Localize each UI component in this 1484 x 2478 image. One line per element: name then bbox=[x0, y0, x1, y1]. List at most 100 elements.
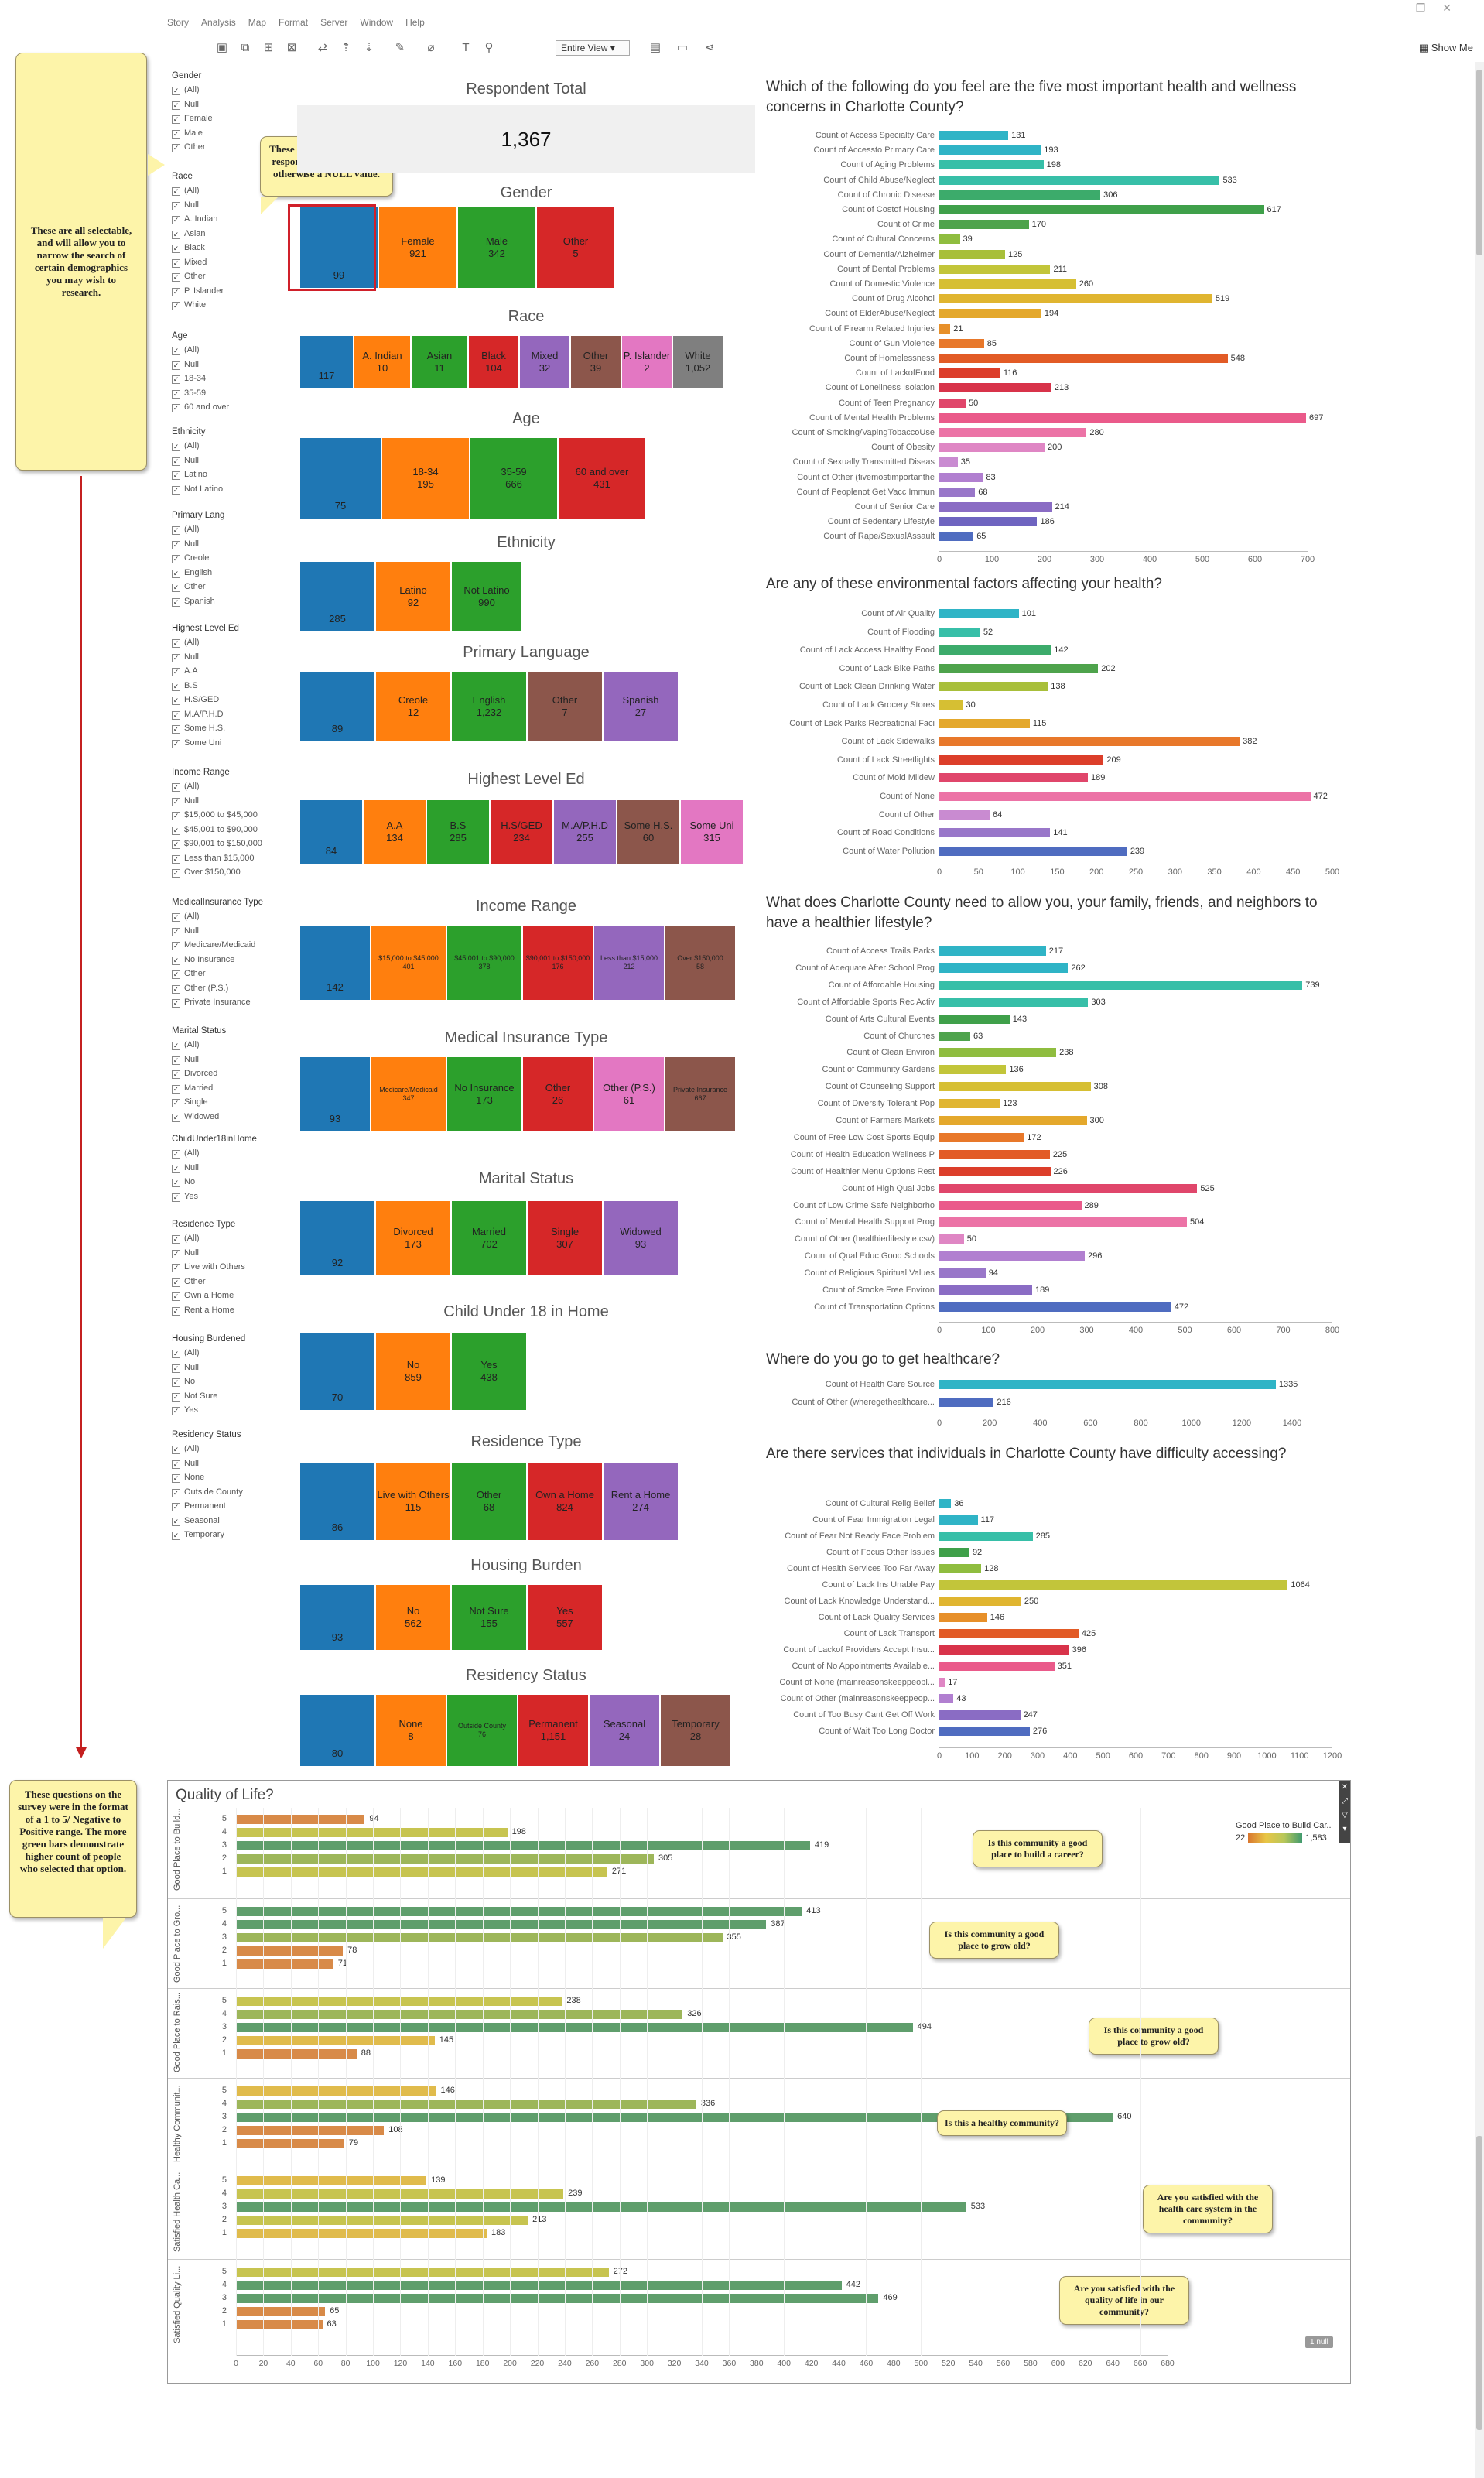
checkbox-checked-icon[interactable]: ✓ bbox=[172, 230, 180, 239]
filter-option[interactable]: ✓ Married bbox=[172, 1081, 226, 1096]
checkbox-checked-icon[interactable]: ✓ bbox=[172, 913, 180, 922]
checkbox-checked-icon[interactable]: ✓ bbox=[172, 404, 180, 412]
bar[interactable] bbox=[939, 294, 1212, 304]
vertical-scrollbar[interactable] bbox=[1475, 62, 1484, 2478]
checkbox-checked-icon[interactable]: ✓ bbox=[172, 1278, 180, 1287]
filter-option[interactable]: ✓ Spanish bbox=[172, 594, 224, 609]
scrollbar-thumb[interactable] bbox=[1476, 70, 1482, 255]
filter-option[interactable]: ✓ None bbox=[172, 1470, 243, 1485]
bar[interactable] bbox=[939, 502, 1052, 512]
filter-option[interactable]: ✓ Null bbox=[172, 650, 239, 665]
bar[interactable] bbox=[939, 190, 1101, 200]
qol-bar[interactable] bbox=[236, 1946, 344, 1956]
bar[interactable] bbox=[939, 1613, 987, 1622]
bar[interactable] bbox=[939, 443, 1045, 453]
qol-bar[interactable] bbox=[236, 1959, 333, 1969]
bar[interactable] bbox=[939, 1662, 1055, 1671]
qol-bar[interactable] bbox=[236, 2036, 435, 2045]
filter-option[interactable]: ✓ Over $150,000 bbox=[172, 865, 262, 880]
bar[interactable] bbox=[939, 1200, 1082, 1210]
checkbox-checked-icon[interactable]: ✓ bbox=[172, 361, 180, 370]
checkbox-checked-icon[interactable]: ✓ bbox=[172, 1446, 180, 1454]
bar[interactable] bbox=[939, 428, 1087, 437]
bar[interactable] bbox=[939, 663, 1099, 673]
filter-option[interactable]: ✓ 60 and over bbox=[172, 400, 229, 415]
bar[interactable] bbox=[939, 1515, 978, 1525]
checkbox-checked-icon[interactable]: ✓ bbox=[172, 87, 180, 95]
qol-bar[interactable] bbox=[236, 2202, 966, 2212]
treemap-tile[interactable]: Married 702 bbox=[452, 1201, 526, 1275]
checkbox-checked-icon[interactable]: ✓ bbox=[172, 1378, 180, 1387]
bar[interactable] bbox=[939, 1678, 945, 1687]
bar[interactable] bbox=[939, 1645, 1069, 1655]
bar[interactable] bbox=[939, 1116, 1087, 1125]
qol-bar[interactable] bbox=[236, 1828, 508, 1837]
checkbox-checked-icon[interactable]: ✓ bbox=[172, 1306, 180, 1316]
treemap-tile[interactable]: A. Indian 10 bbox=[354, 336, 410, 388]
treemap-tile[interactable]: Mixed 32 bbox=[520, 336, 569, 388]
bar[interactable] bbox=[939, 1564, 982, 1573]
treemap-tile[interactable]: Other 5 bbox=[537, 207, 614, 288]
bar[interactable] bbox=[939, 980, 1303, 990]
treemap-tile[interactable]: Some H.S. 60 bbox=[617, 800, 679, 864]
filter-option[interactable]: ✓ Null bbox=[172, 1052, 226, 1067]
treemap-tile[interactable]: Spanish 27 bbox=[604, 672, 678, 741]
treemap-tile[interactable]: Other 26 bbox=[523, 1057, 593, 1131]
treemap-tile[interactable]: 84 bbox=[300, 800, 362, 864]
qol-bar[interactable] bbox=[236, 2307, 326, 2316]
qol-bar[interactable] bbox=[236, 2268, 609, 2277]
bar[interactable] bbox=[939, 279, 1076, 289]
filter-option[interactable]: ✓ Outside County bbox=[172, 1485, 243, 1500]
bar[interactable] bbox=[939, 846, 1127, 856]
filter-option[interactable]: ✓ Null bbox=[172, 198, 224, 213]
bar[interactable] bbox=[939, 517, 1038, 527]
bar[interactable] bbox=[939, 487, 976, 497]
menu-help[interactable]: Help bbox=[405, 17, 425, 28]
bar[interactable] bbox=[939, 1014, 1010, 1024]
filter-option[interactable]: ✓ Permanent bbox=[172, 1499, 243, 1514]
treemap-tile[interactable]: 80 bbox=[300, 1695, 374, 1766]
present-icon[interactable]: ▭ bbox=[676, 41, 689, 54]
filter-option[interactable]: ✓ Null bbox=[172, 98, 213, 112]
filter-option[interactable]: ✓ Null bbox=[172, 358, 229, 372]
filter-option[interactable]: ✓ Own a Home bbox=[172, 1289, 245, 1303]
qol-bar[interactable] bbox=[236, 1854, 655, 1864]
treemap-tile[interactable]: $90,001 to $150,000 176 bbox=[523, 926, 593, 1000]
treemap-tile[interactable]: Yes 557 bbox=[528, 1585, 602, 1650]
treemap-tile[interactable]: Over $150,000 58 bbox=[665, 926, 735, 1000]
checkbox-checked-icon[interactable]: ✓ bbox=[172, 1056, 180, 1065]
treemap-tile[interactable]: H.S/GED 234 bbox=[491, 800, 552, 864]
checkbox-checked-icon[interactable]: ✓ bbox=[172, 1407, 180, 1415]
bar[interactable] bbox=[939, 1597, 1021, 1606]
bar[interactable] bbox=[939, 1499, 952, 1508]
qol-bar[interactable] bbox=[236, 2023, 913, 2032]
filter-option[interactable]: ✓ 18-34 bbox=[172, 371, 229, 386]
checkbox-checked-icon[interactable]: ✓ bbox=[172, 826, 180, 835]
duplicate-icon[interactable]: ⊞ bbox=[263, 41, 274, 54]
treemap-tile[interactable]: 117 bbox=[300, 336, 353, 388]
filter-option[interactable]: ✓ (All) bbox=[172, 779, 262, 794]
checkbox-checked-icon[interactable]: ✓ bbox=[172, 1488, 180, 1497]
checkbox-checked-icon[interactable]: ✓ bbox=[172, 457, 180, 466]
treemap-tile[interactable]: M.A/P.H.D 255 bbox=[554, 800, 616, 864]
checkbox-checked-icon[interactable]: ✓ bbox=[172, 1150, 180, 1159]
checkbox-checked-icon[interactable]: ✓ bbox=[172, 1084, 180, 1094]
filter-option[interactable]: ✓ Less than $15,000 bbox=[172, 851, 262, 866]
bar[interactable] bbox=[939, 645, 1051, 655]
bar[interactable] bbox=[939, 1380, 1276, 1389]
bar[interactable] bbox=[939, 1532, 1033, 1541]
qol-bar[interactable] bbox=[236, 2189, 564, 2199]
filter-option[interactable]: ✓ Null bbox=[172, 1246, 245, 1261]
bar[interactable] bbox=[939, 1580, 1288, 1590]
menu-format[interactable]: Format bbox=[279, 17, 309, 28]
checkbox-checked-icon[interactable]: ✓ bbox=[172, 840, 180, 849]
highlight-icon[interactable]: ✎ bbox=[395, 41, 405, 54]
checkbox-checked-icon[interactable]: ✓ bbox=[172, 653, 180, 662]
bar[interactable] bbox=[939, 792, 1311, 801]
treemap-tile[interactable]: Single 307 bbox=[528, 1201, 602, 1275]
bar[interactable] bbox=[939, 1132, 1024, 1142]
filter-option[interactable]: ✓ Seasonal bbox=[172, 1514, 243, 1528]
bar[interactable] bbox=[939, 1234, 964, 1244]
minimize-icon[interactable]: – bbox=[1392, 2, 1416, 14]
bar[interactable] bbox=[939, 946, 1046, 956]
